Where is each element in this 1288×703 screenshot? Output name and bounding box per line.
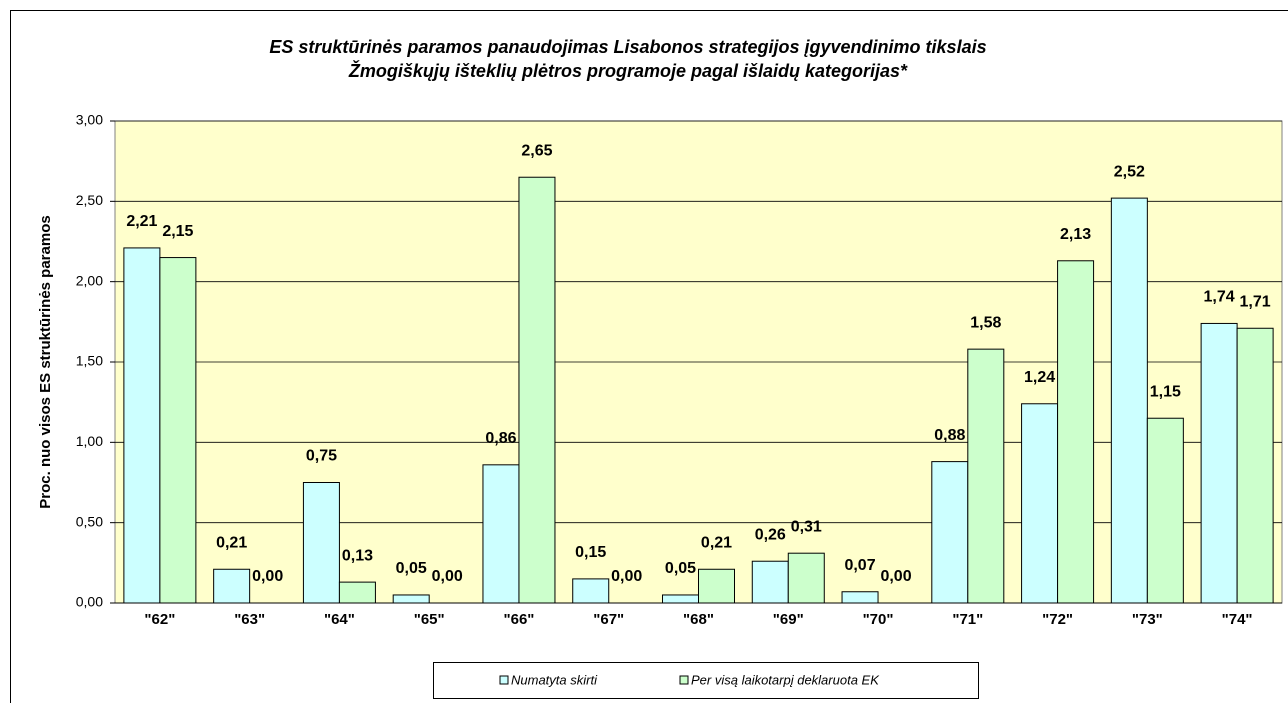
data-label: 2,52 — [1114, 163, 1145, 180]
data-label: 1,74 — [1204, 289, 1235, 306]
x-tick-label: "74" — [1222, 611, 1253, 628]
data-label: 0,26 — [755, 526, 786, 543]
bar — [1021, 403, 1059, 604]
data-label: 0,00 — [880, 568, 911, 585]
bar — [931, 461, 969, 604]
x-tick-label: "69" — [773, 611, 804, 628]
data-label: 1,58 — [970, 314, 1001, 331]
bar — [572, 578, 610, 604]
bar — [841, 591, 879, 604]
y-tick-label: 0,50 — [76, 513, 103, 529]
data-label: 0,86 — [485, 430, 516, 447]
x-tick-label: "63" — [234, 611, 265, 628]
x-tick-label: "71" — [952, 611, 983, 628]
data-label: 1,24 — [1024, 369, 1055, 386]
chart-title: Žmogiškųjų išteklių plėtros programoje p… — [348, 60, 908, 81]
bar — [338, 581, 376, 604]
data-label: 0,21 — [216, 534, 247, 551]
data-label: 1,15 — [1150, 383, 1181, 400]
y-tick-label: 2,50 — [76, 192, 103, 208]
legend-label: Per visą laikotarpį deklaruota EK — [691, 672, 880, 687]
data-label: 2,13 — [1060, 226, 1091, 243]
x-tick-label: "73" — [1132, 611, 1163, 628]
data-label: 0,05 — [396, 560, 427, 577]
data-label: 2,21 — [126, 213, 157, 230]
x-tick-label: "66" — [504, 611, 535, 628]
y-tick-label: 1,00 — [76, 433, 103, 449]
legend-swatch — [499, 675, 509, 685]
data-label: 0,15 — [575, 544, 606, 561]
bar — [1236, 327, 1274, 604]
data-label: 0,88 — [934, 427, 965, 444]
data-label: 0,21 — [701, 534, 732, 551]
legend — [433, 662, 979, 699]
data-label: 2,15 — [162, 223, 193, 240]
data-label: 0,07 — [844, 557, 875, 574]
bar — [1110, 197, 1148, 604]
data-label: 0,31 — [791, 518, 822, 535]
data-label: 2,65 — [521, 142, 552, 159]
x-tick-label: "65" — [414, 611, 445, 628]
bar — [518, 176, 556, 604]
x-tick-label: "68" — [683, 611, 714, 628]
chart-title: ES struktūrinės paramos panaudojimas Lis… — [269, 37, 986, 57]
bar — [1057, 260, 1095, 604]
bar — [213, 568, 251, 604]
x-tick-label: "64" — [324, 611, 355, 628]
bar — [392, 594, 430, 604]
data-label: 0,75 — [306, 448, 337, 465]
x-tick-label: "72" — [1042, 611, 1073, 628]
legend-swatch — [679, 675, 689, 685]
x-tick-label: "67" — [593, 611, 624, 628]
bar — [1146, 417, 1184, 604]
bar — [123, 247, 161, 604]
bar — [1200, 322, 1238, 604]
data-label: 0,00 — [611, 568, 642, 585]
bar — [482, 464, 520, 604]
y-axis-label: Proc. nuo visos ES struktūrinės paramos — [37, 215, 54, 508]
data-label: 0,00 — [432, 568, 463, 585]
bar — [967, 348, 1005, 604]
data-label: 1,71 — [1240, 293, 1271, 310]
bar — [751, 560, 789, 604]
x-tick-label: "70" — [863, 611, 894, 628]
data-label: 0,05 — [665, 560, 696, 577]
bar — [787, 552, 825, 604]
bar — [698, 568, 735, 604]
bar — [302, 482, 340, 604]
y-tick-label: 3,00 — [76, 112, 103, 128]
x-tick-label: "62" — [144, 611, 175, 628]
bar — [159, 257, 197, 604]
data-label: 0,13 — [342, 547, 373, 564]
data-label: 0,00 — [252, 568, 283, 585]
y-tick-label: 2,00 — [76, 272, 103, 288]
y-tick-label: 1,50 — [76, 353, 103, 369]
y-tick-label: 0,00 — [76, 594, 103, 610]
legend-label: Numatyta skirti — [511, 672, 598, 687]
bar — [662, 594, 699, 604]
